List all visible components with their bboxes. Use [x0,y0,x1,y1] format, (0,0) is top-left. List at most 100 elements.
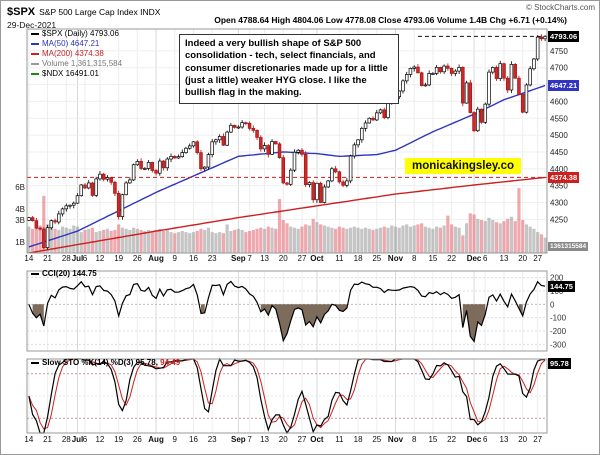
x-tick-label: 6 [483,254,488,263]
cci-legend: CCI(20) 144.75 [31,269,97,278]
x-tick-label: 20 [518,254,528,263]
x-tick-label: Jul [71,254,84,263]
x-tick-label: 26 [132,435,142,444]
x-tick-label: 28 [61,435,71,444]
legend-item-label: MA(200) 4374.38 [42,49,104,58]
x-tick-label: Aug [148,254,164,263]
x-tick-label: Oct [310,254,324,263]
x-tick-label: 20 [278,435,288,444]
cci-axis-label: -300 [550,340,567,349]
cci-current-value: 144.75 [72,269,97,278]
x-tick-label: 13 [499,435,509,444]
legend-item: MA(200) 4374.38 [31,49,122,59]
x-axis-top: 14 21 28 Jul 6 12 19 26 Aug 9 16 23 Sep 7 13 20 27 Oct 11 1… [1,254,599,265]
volume-axis-label: 6B [15,183,25,192]
quote-bar: Open 4788.64 High 4804.06 Low 4778.08 Cl… [214,15,567,25]
chart-date: 29-Dec-2021 [7,20,57,30]
x-tick-label: 18 [353,254,363,263]
price-axis-label: 4250 [550,215,568,224]
x-tick-label: Nov [387,435,404,444]
price-axis-label: 4550 [550,114,568,123]
x-tick-label: 21 [43,254,53,263]
x-tick-label: 12 [95,254,105,263]
price-axis-label: 4450 [550,148,568,157]
legend-swatch [31,52,39,55]
x-tick-label: 11 [335,435,344,444]
x-tick-label: 7 [247,254,252,263]
x-tick-label: 27 [533,435,543,444]
symbol: $SPX [7,6,36,18]
x-tick-label: 9 [172,254,177,263]
cci-axis-label: 0 [550,300,555,309]
x-tick-label: Dec [466,435,482,444]
legend-swatch [31,32,39,35]
chart-legend: $SPX (Daily) 4793.06 MA(50) 4647.21 MA(200… [31,29,122,79]
legend-item-label: $NDX 16491.01 [42,69,99,78]
price-axis-label: 4750 [550,47,568,56]
x-tick-label: 27 [297,254,307,263]
watermark: monicakingsley.co [405,158,522,174]
x-tick-label: 7 [247,435,252,444]
sto-label-text: Slow STO %K(14) %D(3) [42,358,134,367]
header-row-2: 29-Dec-2021 Open 4788.64 High 4804.06 Lo… [7,15,597,30]
x-tick-label: Dec [466,254,482,263]
x-tick-label: 13 [499,254,509,263]
x-tick-label: 8 [411,254,417,263]
x-tick-label: 22 [447,435,457,444]
x-tick-label: 13 [260,435,269,444]
sto-panel [26,357,548,435]
cci-axis-label: -100 [550,314,567,323]
sto-d-value: 94.49 [160,358,181,367]
legend-item-label: MA(50) 4647.21 [42,39,100,48]
ma200-price-label: 4374.38 [548,172,580,183]
x-tick-label: 14 [24,254,34,263]
cci-axis-label: 200 [550,274,564,283]
x-tick-label: 13 [260,254,269,263]
sto-value-label: 95.78 [548,358,571,369]
x-tick-label: 6 [483,435,488,444]
x-tick-label: 23 [207,254,217,263]
x-tick-label: 25 [372,435,382,444]
cci-panel: 2001000-100-200-300 [26,270,567,352]
header-row-1: $SPX S&P 500 Large Cap Index INDX © Stock… [7,2,597,18]
cci-axis-label: -200 [550,327,567,336]
volume-value-label: 1361315584 [548,242,589,251]
x-tick-label: 28 [61,254,71,263]
x-tick-label: 20 [518,435,528,444]
x-tick-label: 16 [189,435,198,444]
sto-separator: , [155,358,161,367]
last-price-label: 4793.06 [548,31,580,42]
x-tick-label: 8 [411,435,417,444]
volume-axis-label: 3B [15,216,25,225]
annotation-note: Indeed a very bullish shape of S&P 500 c… [179,34,399,104]
sto-legend: Slow STO %K(14) %D(3) 95.78, 94.49 [31,358,180,367]
legend-swatch [31,272,39,275]
legend-item: MA(50) 4647.21 [31,39,122,49]
x-tick-label: 12 [95,435,105,444]
x-tick-label: 27 [533,254,543,263]
x-tick-label: 15 [428,435,438,444]
copyright: © StockCharts.com [525,3,595,12]
legend-item-label: $SPX (Daily) 4793.06 [42,29,119,38]
legend-swatch [31,42,39,45]
x-tick-label: 15 [428,254,438,263]
x-tick-label: Sep [231,254,246,263]
cci-label-text: CCI(20) [42,269,71,278]
x-tick-label: Nov [387,254,404,263]
price-axis-label: 4350 [550,182,568,191]
volume-axis-label: 4B [15,205,25,214]
legend-item-label: Volume 1,361,315,584 [42,59,123,68]
ma50-price-label: 4647.21 [548,80,580,91]
legend-swatch [31,361,39,364]
price-axis-label: 4500 [550,131,568,140]
sto-k-value: 95.78 [135,358,156,367]
price-axis-label: 4600 [550,97,568,106]
x-axis-bottom: 14 21 28 Jul 6 12 19 26 Aug 9 16 23 Sep 7 13 20 27 Oct 11 1… [1,435,599,446]
price-axis-label: 4300 [550,198,568,207]
x-tick-label: 20 [278,254,288,263]
x-tick-label: 16 [189,254,198,263]
x-tick-label: 18 [353,435,363,444]
legend-swatch [31,62,39,65]
x-tick-label: Oct [310,435,324,444]
